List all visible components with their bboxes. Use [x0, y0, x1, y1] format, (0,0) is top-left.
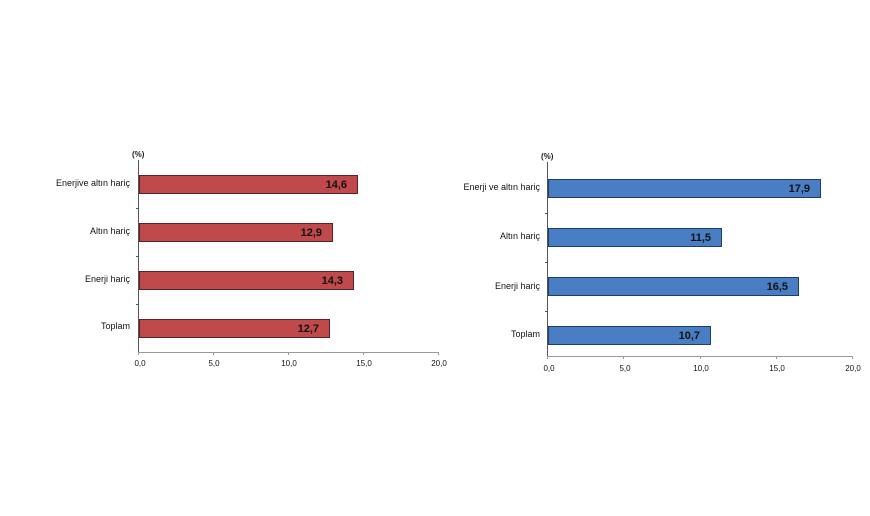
x-tick [547, 356, 548, 359]
unit-label: (%) [132, 150, 145, 159]
y-tick [136, 304, 139, 305]
x-tick [438, 352, 439, 355]
bar-total: 10,7 [548, 326, 711, 345]
category-label: Enerji ve altın hariç [463, 182, 540, 192]
x-tick [700, 356, 701, 359]
bar-energy-and-gold-excluded: 14,6 [139, 175, 358, 194]
x-tick-label: 15,0 [356, 359, 372, 368]
bar-value-label: 17,9 [788, 182, 810, 195]
bar-gold-excluded: 11,5 [548, 228, 722, 247]
x-tick [623, 356, 624, 359]
category-label: Toplam [510, 329, 540, 339]
x-tick-label: 20,0 [845, 364, 861, 373]
x-tick-label: 10,0 [693, 364, 709, 373]
y-tick [545, 311, 548, 312]
x-tick [138, 352, 139, 355]
bar-value-label: 14,3 [321, 274, 343, 287]
x-tick [363, 352, 364, 355]
x-tick-label: 20,0 [431, 359, 447, 368]
bar-energy-and-gold-excluded: 17,9 [548, 179, 821, 198]
x-tick [776, 356, 777, 359]
x-tick [852, 356, 853, 359]
category-label: Toplam [100, 321, 130, 331]
category-label: Enerji hariç [494, 281, 540, 291]
unit-label: (%) [541, 152, 554, 161]
x-tick-label: 15,0 [769, 364, 785, 373]
x-tick-label: 5,0 [208, 359, 220, 368]
bar-value-label: 16,5 [766, 280, 788, 293]
x-tick [213, 352, 214, 355]
left-bar-chart: (%) Enerjive altın hariç Altın hariç Ene… [55, 150, 447, 368]
bar-value-label: 14,6 [325, 178, 347, 191]
bar-value-label: 10,7 [678, 329, 700, 342]
bar-total: 12,7 [139, 319, 330, 338]
category-label: Enerjive altın hariç [55, 178, 130, 188]
x-tick-label: 0,0 [134, 359, 146, 368]
bar-value-label: 12,9 [300, 226, 322, 239]
y-tick [545, 262, 548, 263]
x-tick-label: 5,0 [619, 364, 631, 373]
category-label: Altın hariç [89, 226, 130, 236]
category-label: Enerji hariç [84, 274, 130, 284]
category-label: Altın hariç [499, 231, 540, 241]
x-tick-label: 0,0 [543, 364, 555, 373]
y-tick [136, 256, 139, 257]
bar-value-label: 12,7 [297, 322, 319, 335]
bar-energy-excluded: 16,5 [548, 277, 799, 296]
bar-value-label: 11,5 [690, 231, 711, 244]
y-axis [547, 162, 548, 356]
bar-gold-excluded: 12,9 [139, 223, 333, 242]
bar-energy-excluded: 14,3 [139, 271, 354, 290]
x-tick [288, 352, 289, 355]
x-tick-label: 10,0 [281, 359, 297, 368]
y-tick [136, 208, 139, 209]
y-tick [545, 213, 548, 214]
